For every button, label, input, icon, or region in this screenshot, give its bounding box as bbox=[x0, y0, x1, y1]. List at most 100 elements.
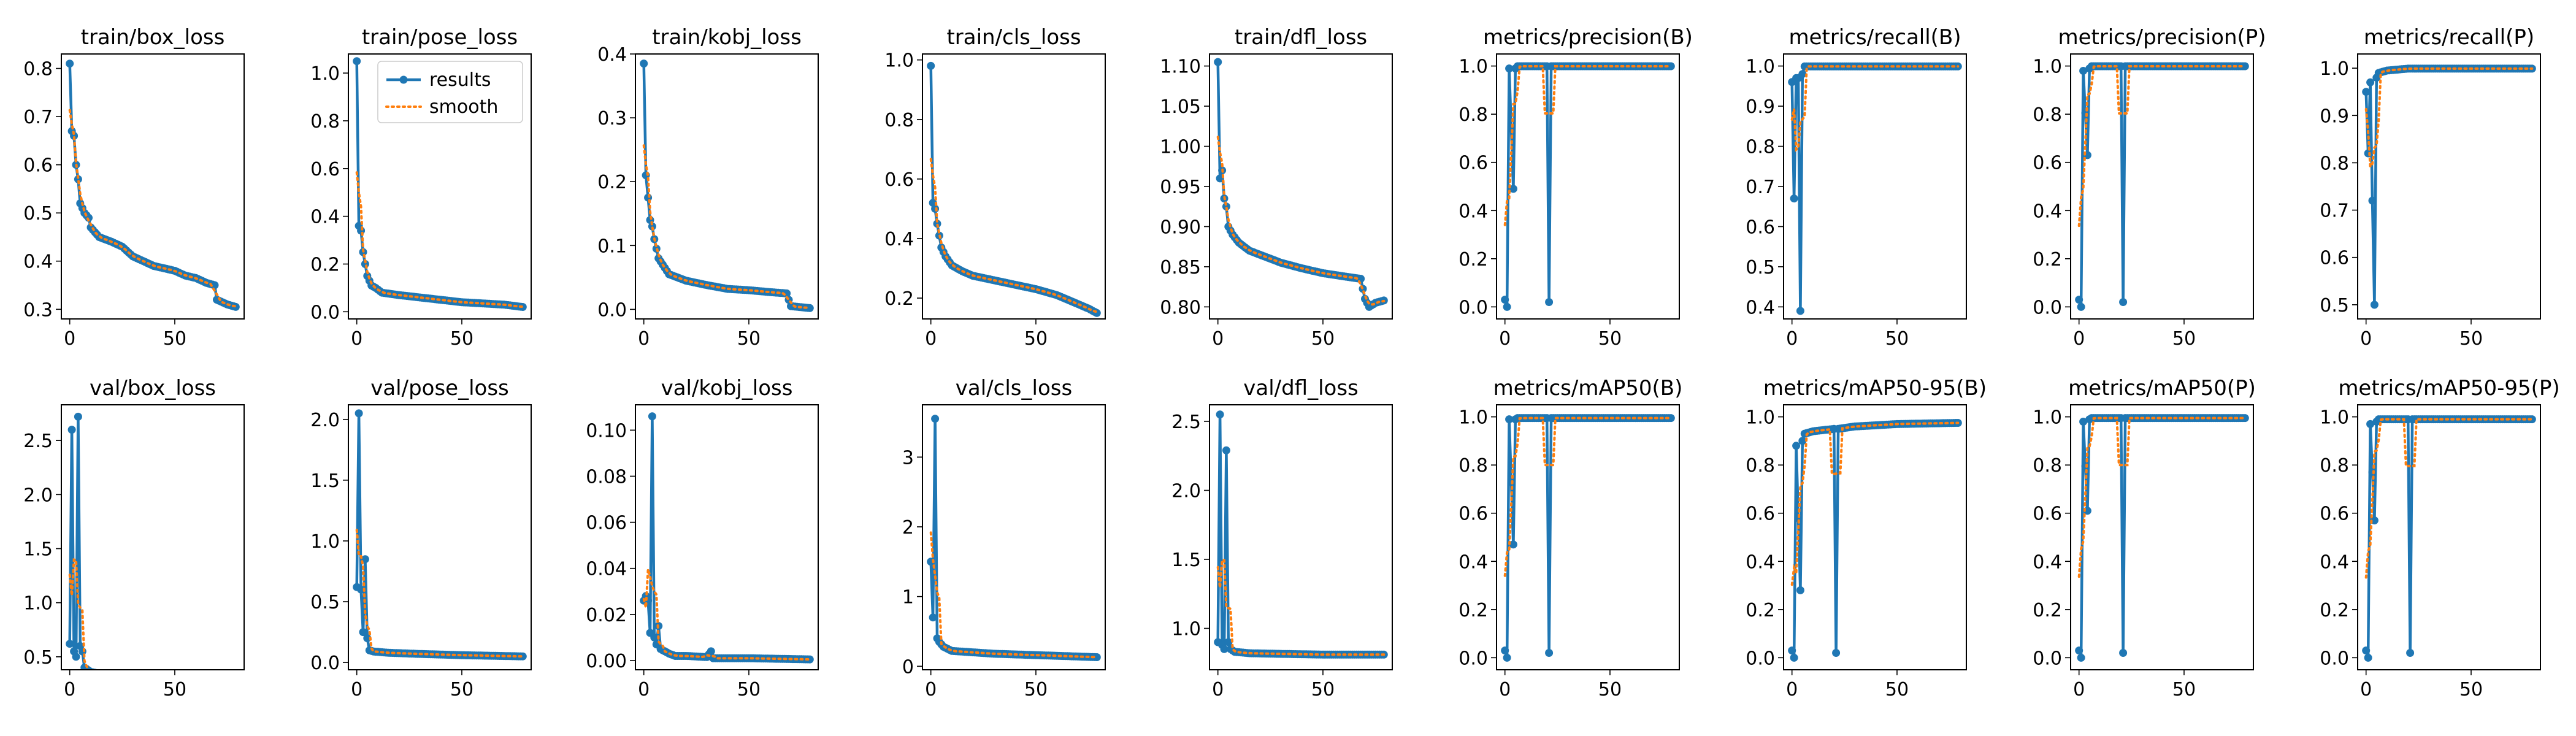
y-tick-label: 0.4 bbox=[884, 229, 914, 250]
y-tick-label: 1.0 bbox=[2320, 58, 2349, 80]
y-tick-label: 0.8 bbox=[1746, 455, 1775, 477]
axes-frame bbox=[2357, 53, 2541, 320]
axes-frame bbox=[2070, 404, 2254, 670]
subplot-title: metrics/recall(B) bbox=[1788, 25, 1961, 50]
results-point bbox=[85, 666, 93, 670]
results-point bbox=[148, 673, 156, 681]
subplot-train-box-loss: train/box_loss 0.3 0.4 0.5 0.6 0.7 0.8 0 50 bbox=[23, 25, 245, 350]
results-point bbox=[226, 677, 234, 684]
results-point bbox=[114, 672, 122, 680]
results-point bbox=[144, 673, 151, 681]
axes-frame bbox=[348, 404, 532, 670]
y-tick-label: 1.0 bbox=[1746, 407, 1775, 429]
x-tick-label: 0 bbox=[2360, 328, 2372, 350]
y-tick-label: 2 bbox=[902, 517, 914, 539]
subplot-val-box-loss: val/box_loss 0.5 1.0 1.5 2.0 2.5 0 50 bbox=[23, 376, 245, 700]
results-point bbox=[357, 585, 366, 594]
smooth-line bbox=[1216, 136, 1386, 306]
y-tick-label: 1.0 bbox=[2320, 407, 2349, 429]
x-tick-label: 50 bbox=[737, 328, 761, 350]
axes-frame bbox=[1496, 404, 1680, 670]
results-point bbox=[640, 59, 648, 68]
y-tick-label: 0.10 bbox=[586, 420, 627, 442]
results-point bbox=[359, 628, 367, 637]
x-tick-label: 0 bbox=[2073, 328, 2085, 350]
axes-frame bbox=[1783, 404, 1967, 670]
results-point bbox=[200, 675, 208, 683]
y-tick-label: 0.8 bbox=[2033, 104, 2062, 126]
subplot-title: metrics/mAP50(P) bbox=[2068, 376, 2256, 401]
x-tick-label: 0 bbox=[2360, 679, 2372, 700]
y-tick-label: 1.0 bbox=[310, 531, 340, 553]
y-tick-label: 0.80 bbox=[1160, 297, 1201, 318]
x-tick-label: 50 bbox=[1598, 679, 1622, 700]
y-tick-label: 1 bbox=[902, 587, 914, 608]
y-tick-label: 0.4 bbox=[1459, 201, 1488, 222]
results-point bbox=[131, 672, 139, 680]
results-point bbox=[933, 220, 941, 228]
y-tick-label: 0.6 bbox=[1459, 153, 1488, 174]
y-tick-label: 0.8 bbox=[1459, 455, 1488, 477]
smooth-line bbox=[1790, 421, 1960, 586]
y-tick-label: 0.0 bbox=[2320, 648, 2349, 669]
y-tick-label: 0.9 bbox=[2320, 105, 2349, 127]
results-point bbox=[1503, 302, 1511, 311]
y-tick-label: 0.06 bbox=[586, 513, 627, 534]
subplot-title: val/cls_loss bbox=[956, 376, 1072, 401]
results-point bbox=[707, 647, 715, 656]
smooth-line bbox=[929, 531, 1098, 659]
results-point bbox=[139, 673, 147, 681]
results-point bbox=[1788, 646, 1796, 655]
subplot-val-kobj-loss: val/kobj_loss 0.00 0.02 0.04 0.06 0.08 0.10 0 50 bbox=[586, 376, 819, 700]
results-point bbox=[1505, 64, 1514, 73]
x-tick-label: 50 bbox=[1311, 328, 1335, 350]
results-point bbox=[805, 304, 814, 312]
x-tick-label: 0 bbox=[351, 328, 362, 350]
y-tick-label: 0.3 bbox=[23, 299, 53, 321]
y-tick-label: 0.6 bbox=[310, 159, 340, 180]
y-tick-label: 0.8 bbox=[23, 59, 53, 80]
smooth-line bbox=[929, 158, 1098, 313]
axes-frame bbox=[2070, 53, 2254, 320]
x-tick-label: 50 bbox=[2459, 679, 2483, 700]
results-point bbox=[355, 409, 363, 418]
y-tick-label: 0.5 bbox=[23, 647, 53, 669]
results-point bbox=[1509, 185, 1517, 193]
subplot-title: metrics/mAP50-95(P) bbox=[2338, 376, 2559, 401]
results-point bbox=[363, 634, 372, 642]
subplot-train-kobj-loss: train/kobj_loss 0.0 0.1 0.2 0.3 0.4 0 50 bbox=[597, 25, 819, 350]
axes-frame bbox=[1209, 53, 1393, 320]
subplot-val-dfl-loss: val/dfl_loss 1.0 1.5 2.0 2.5 0 50 bbox=[1171, 376, 1393, 700]
results-point bbox=[2079, 418, 2088, 426]
subplot-title: val/dfl_loss bbox=[1243, 376, 1359, 401]
y-tick-label: 0.0 bbox=[2033, 648, 2062, 669]
subplot-title: val/pose_loss bbox=[370, 376, 509, 401]
x-tick-label: 0 bbox=[64, 679, 75, 700]
y-tick-label: 0.2 bbox=[2033, 249, 2062, 270]
x-tick-label: 0 bbox=[64, 328, 75, 350]
x-tick-label: 0 bbox=[638, 679, 650, 700]
y-tick-label: 0.0 bbox=[2033, 297, 2062, 318]
y-tick-label: 1.0 bbox=[1171, 619, 1201, 640]
results-point bbox=[154, 673, 162, 681]
y-tick-label: 1.5 bbox=[310, 470, 340, 492]
subplot-title: metrics/precision(P) bbox=[2058, 25, 2266, 50]
legend-results-marker bbox=[399, 75, 408, 84]
results-point bbox=[70, 132, 79, 140]
legend-results-label: results bbox=[429, 69, 491, 91]
y-tick-label: 1.0 bbox=[884, 50, 914, 72]
x-tick-label: 50 bbox=[2459, 328, 2483, 350]
results-point bbox=[2119, 649, 2128, 657]
results-point bbox=[1790, 653, 1798, 662]
results-point bbox=[137, 673, 145, 681]
results-point bbox=[213, 675, 221, 683]
x-tick-label: 50 bbox=[163, 328, 186, 350]
results-point bbox=[518, 652, 527, 661]
x-tick-label: 0 bbox=[2073, 679, 2085, 700]
results-point bbox=[72, 653, 80, 661]
x-tick-label: 50 bbox=[1311, 679, 1335, 700]
results-point bbox=[1832, 649, 1841, 657]
results-point bbox=[99, 670, 107, 678]
x-tick-label: 50 bbox=[737, 679, 761, 700]
subplot-title: metrics/mAP50-95(B) bbox=[1763, 376, 1987, 401]
